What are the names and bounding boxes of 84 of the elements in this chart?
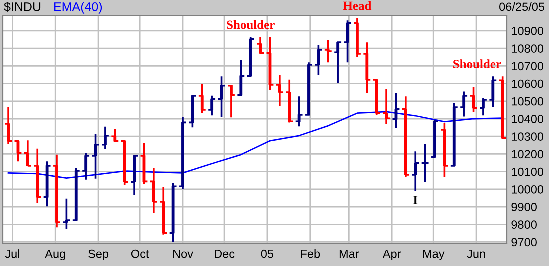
candlestick xyxy=(208,95,216,117)
candlestick xyxy=(460,90,468,118)
candlestick xyxy=(420,143,430,184)
line-series xyxy=(8,111,504,180)
annotation: Head xyxy=(343,1,372,10)
x-tick-label: 05 xyxy=(261,250,274,258)
candlestick xyxy=(62,198,72,230)
x-tick-label: Apr xyxy=(382,250,402,261)
candlestick xyxy=(33,148,42,204)
candlestick xyxy=(324,39,333,64)
y-tick-label: 10400 xyxy=(512,115,544,124)
candlestick xyxy=(120,140,130,186)
x-tick-label: Nov xyxy=(173,250,194,258)
candlestick xyxy=(91,133,100,180)
y-tick-label: 10600 xyxy=(512,80,544,88)
candlestick xyxy=(392,92,401,130)
x-tick-label: Jun xyxy=(467,250,486,258)
x-tick-label: Feb xyxy=(301,250,320,258)
candlestick xyxy=(188,95,198,129)
candlestick xyxy=(353,17,362,58)
candlestick xyxy=(479,97,488,117)
candlestick xyxy=(110,128,120,142)
y-tick-label: 10500 xyxy=(512,97,544,106)
candlestick xyxy=(72,167,81,222)
candlestick xyxy=(246,36,256,77)
candlestick xyxy=(411,150,420,192)
candlestick xyxy=(343,20,352,64)
x-tick-label: Sep xyxy=(88,250,109,261)
candlestick xyxy=(42,160,52,208)
candlestick xyxy=(140,142,149,186)
candlestick xyxy=(304,62,314,116)
y-tick-label: 9700 xyxy=(512,238,537,247)
candlestick xyxy=(4,106,13,145)
candlestick xyxy=(159,186,168,236)
text: EMA(40) xyxy=(54,2,102,14)
candlestick xyxy=(440,122,450,178)
candlestick xyxy=(24,140,32,168)
candlestick xyxy=(150,167,158,214)
candlestick xyxy=(227,84,236,118)
candlestick xyxy=(198,83,207,114)
candlestick xyxy=(294,96,304,128)
chart-title: $INDU xyxy=(4,2,41,12)
y-tick-label: 10000 xyxy=(512,185,544,194)
candlestick xyxy=(430,118,440,158)
candlestick xyxy=(469,86,478,114)
candlestick xyxy=(334,40,342,84)
y-tick-label: 10100 xyxy=(512,168,544,176)
y-tick-label: 10200 xyxy=(512,150,544,159)
x-tick-label: Oct xyxy=(131,250,150,258)
x-tick-label: Jul xyxy=(5,250,20,258)
candlestick xyxy=(362,42,372,94)
y-tick-label: 9800 xyxy=(512,220,537,230)
text: 06/25/05 xyxy=(500,2,545,12)
x-tick-label: Aug xyxy=(45,250,66,261)
candlestick xyxy=(276,74,284,107)
candlestick xyxy=(82,152,90,181)
candlestick xyxy=(285,79,294,124)
candlestick xyxy=(236,59,246,96)
candlestick xyxy=(256,36,265,54)
candlestick xyxy=(314,44,324,76)
y-tick-label: 9900 xyxy=(512,203,537,212)
annotation: Shoulder xyxy=(227,20,275,30)
candlestick xyxy=(372,79,382,116)
x-tick-label: May xyxy=(423,250,445,261)
x-tick-label: Dec xyxy=(215,250,235,258)
x-tick-label: Mar xyxy=(340,250,360,258)
candlestick xyxy=(450,102,459,167)
candlestick xyxy=(266,36,275,91)
annotation: Shoulder xyxy=(454,60,502,68)
candlestick xyxy=(217,76,226,118)
y-tick-label: 10900 xyxy=(512,27,544,36)
candlestick xyxy=(178,116,188,190)
candlestick xyxy=(488,76,498,108)
candlestick xyxy=(130,155,139,196)
y-tick-label: 10300 xyxy=(512,132,544,141)
annotation: I xyxy=(414,196,418,204)
y-tick-label: 10800 xyxy=(512,44,544,53)
candlestick xyxy=(382,88,391,126)
candlestick xyxy=(168,182,178,244)
y-tick-label: 10700 xyxy=(512,62,544,71)
candlestick xyxy=(498,76,507,140)
candlestick xyxy=(52,154,62,229)
candlestick xyxy=(402,96,410,178)
candlestick xyxy=(101,126,110,150)
